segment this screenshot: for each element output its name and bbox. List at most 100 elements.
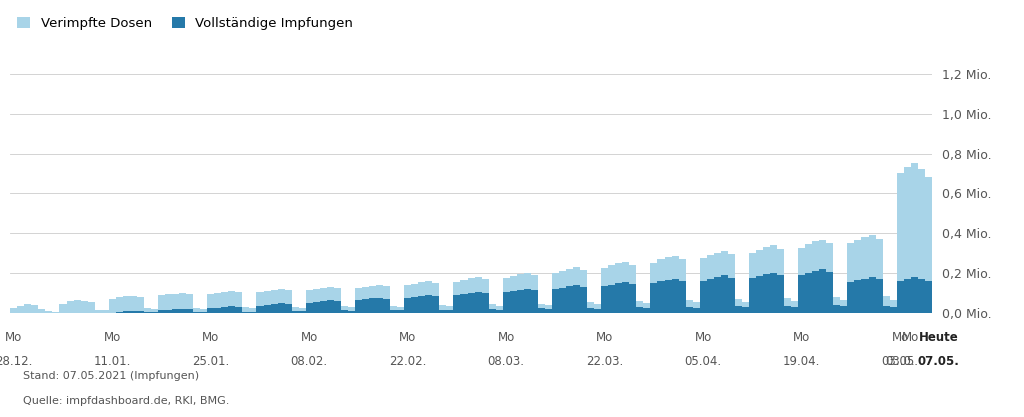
- Bar: [594, 309, 601, 313]
- Bar: [348, 307, 355, 313]
- Bar: [186, 309, 194, 313]
- Bar: [52, 311, 59, 313]
- Bar: [946, 169, 953, 313]
- Bar: [250, 312, 256, 313]
- Bar: [243, 307, 250, 313]
- Bar: [530, 291, 538, 313]
- Text: Mo: Mo: [5, 331, 23, 344]
- Bar: [988, 308, 995, 313]
- Bar: [692, 302, 699, 313]
- Bar: [45, 311, 52, 313]
- Bar: [306, 290, 312, 313]
- Bar: [228, 306, 236, 313]
- Bar: [587, 308, 594, 313]
- Bar: [123, 311, 130, 313]
- Bar: [144, 309, 151, 313]
- Text: Mo: Mo: [793, 331, 810, 344]
- Bar: [573, 285, 580, 313]
- Bar: [263, 305, 270, 313]
- Text: 28.12.: 28.12.: [0, 355, 33, 368]
- Bar: [672, 279, 679, 313]
- Bar: [883, 306, 890, 313]
- Bar: [630, 265, 636, 313]
- Bar: [10, 308, 17, 313]
- Bar: [939, 308, 946, 313]
- Bar: [172, 309, 179, 313]
- Bar: [481, 293, 488, 313]
- Bar: [559, 288, 566, 313]
- Bar: [158, 295, 165, 313]
- Bar: [355, 288, 362, 313]
- Bar: [348, 311, 355, 313]
- Bar: [868, 235, 876, 313]
- Bar: [179, 293, 186, 313]
- Bar: [784, 306, 792, 313]
- Bar: [777, 249, 784, 313]
- Bar: [461, 280, 468, 313]
- Bar: [524, 289, 530, 313]
- Bar: [925, 177, 932, 313]
- Bar: [137, 311, 144, 313]
- Bar: [214, 293, 221, 313]
- Bar: [278, 289, 285, 313]
- Bar: [25, 304, 32, 313]
- Bar: [200, 312, 207, 313]
- Text: 11.01.: 11.01.: [93, 355, 131, 368]
- Bar: [699, 258, 707, 313]
- Bar: [601, 268, 608, 313]
- Bar: [784, 299, 792, 313]
- Bar: [369, 299, 376, 313]
- Bar: [946, 280, 953, 313]
- Bar: [439, 309, 446, 313]
- Bar: [988, 294, 995, 313]
- Bar: [278, 303, 285, 313]
- Bar: [397, 307, 404, 313]
- Bar: [397, 310, 404, 313]
- Bar: [446, 306, 454, 313]
- Bar: [179, 309, 186, 313]
- Bar: [763, 274, 770, 313]
- Bar: [481, 279, 488, 313]
- Text: Mo: Mo: [103, 331, 121, 344]
- Bar: [468, 278, 474, 313]
- Bar: [861, 279, 868, 313]
- Bar: [735, 306, 742, 313]
- Bar: [488, 309, 496, 313]
- Bar: [643, 309, 650, 313]
- Bar: [194, 312, 200, 313]
- Bar: [1002, 231, 1010, 313]
- Bar: [319, 288, 327, 313]
- Bar: [756, 276, 763, 313]
- Bar: [756, 250, 763, 313]
- Bar: [714, 253, 721, 313]
- Bar: [1016, 225, 1023, 313]
- Text: Mo: Mo: [202, 331, 219, 344]
- Bar: [848, 244, 854, 313]
- Text: Mo: Mo: [301, 331, 317, 344]
- Bar: [967, 277, 974, 313]
- Bar: [214, 308, 221, 313]
- Bar: [1016, 287, 1023, 313]
- Bar: [341, 306, 348, 313]
- Bar: [474, 277, 481, 313]
- Bar: [319, 301, 327, 313]
- Bar: [805, 244, 812, 313]
- Bar: [819, 239, 826, 313]
- Bar: [299, 311, 306, 313]
- Bar: [454, 295, 461, 313]
- Bar: [643, 303, 650, 313]
- Bar: [721, 275, 728, 313]
- Bar: [123, 296, 130, 313]
- Bar: [580, 270, 587, 313]
- Bar: [890, 307, 897, 313]
- Bar: [636, 307, 643, 313]
- Bar: [749, 278, 756, 313]
- Bar: [601, 286, 608, 313]
- Text: Mo: Mo: [498, 331, 515, 344]
- Bar: [207, 294, 214, 313]
- Bar: [362, 287, 369, 313]
- Bar: [707, 279, 714, 313]
- Bar: [510, 276, 517, 313]
- Bar: [454, 282, 461, 313]
- Bar: [692, 308, 699, 313]
